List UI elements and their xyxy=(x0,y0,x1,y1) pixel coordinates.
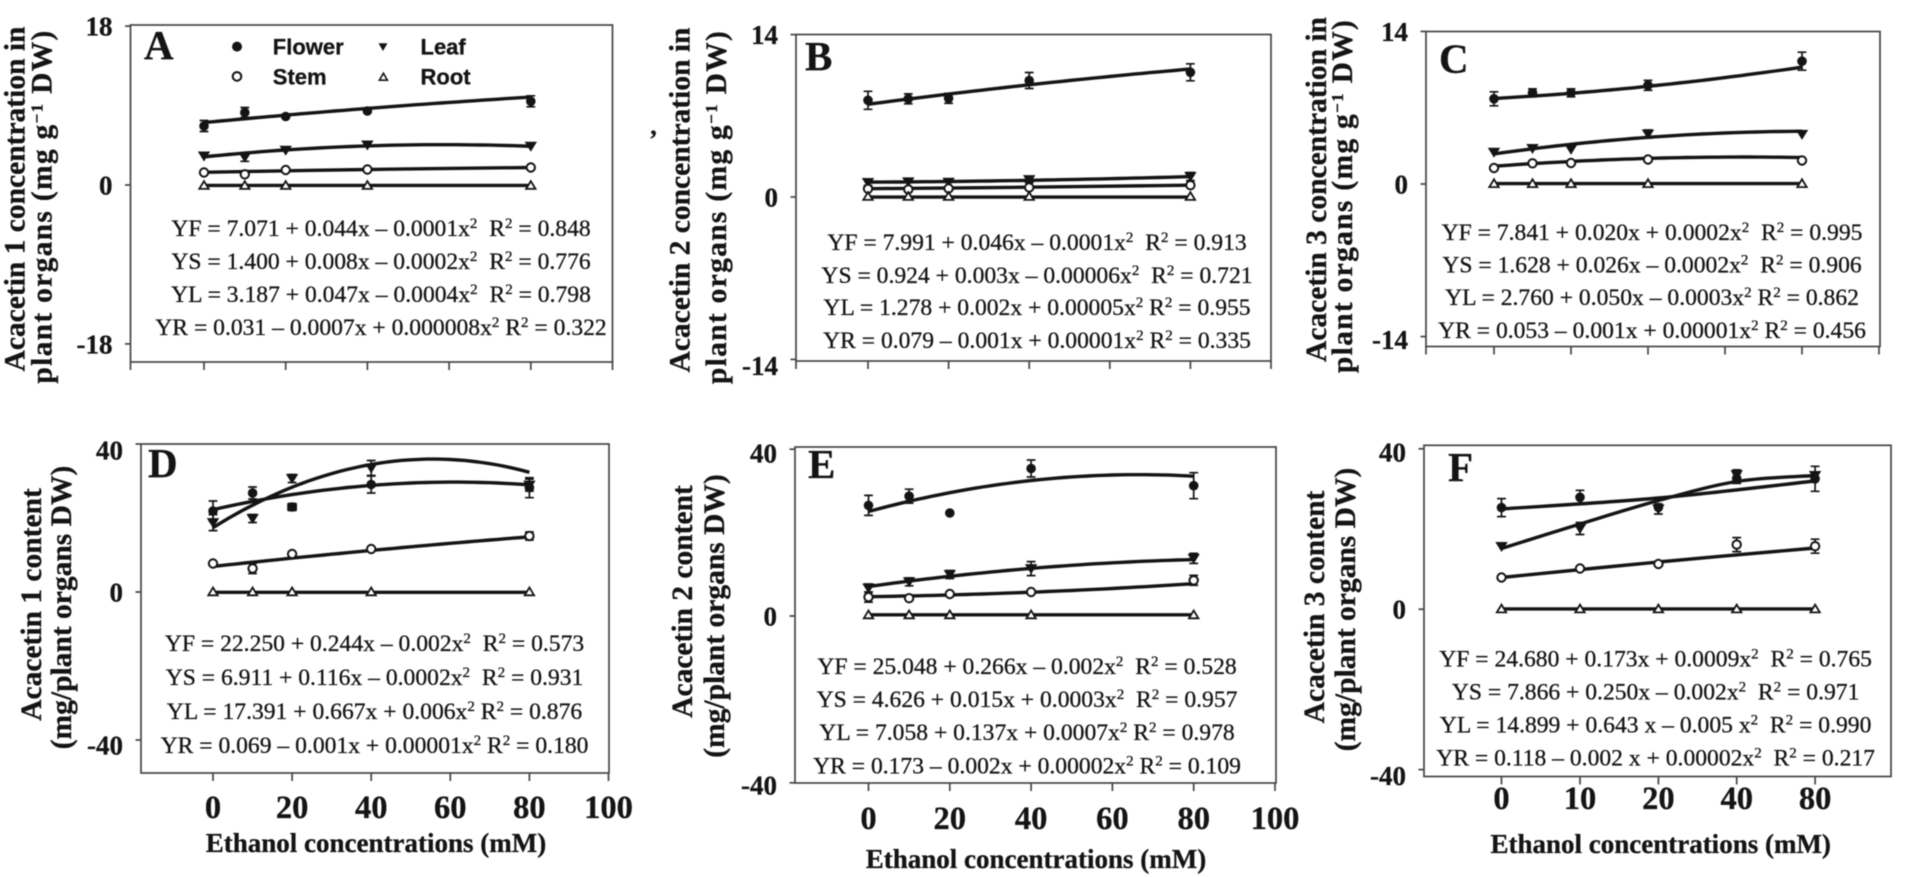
svg-text:plant organs (mg g−1 DW): plant organs (mg g−1 DW) xyxy=(701,30,733,384)
svg-text:40: 40 xyxy=(355,790,388,826)
svg-text:Acacetin 2 concentration in: Acacetin 2 concentration in xyxy=(665,28,697,373)
svg-text:’: ’ xyxy=(649,125,658,154)
svg-text:-40: -40 xyxy=(87,731,123,761)
svg-text:-40: -40 xyxy=(1370,761,1406,791)
svg-text:Ethanol concentrations (mM): Ethanol concentrations (mM) xyxy=(1490,829,1830,859)
svg-text:20: 20 xyxy=(934,801,967,837)
svg-text:60: 60 xyxy=(1096,801,1129,837)
svg-text:0: 0 xyxy=(110,578,124,608)
svg-text:A: A xyxy=(144,22,174,68)
svg-text:YF = 7.841 + 0.020x + 0.0002x2: YF = 7.841 + 0.020x + 0.0002x2 R2 = 0.99… xyxy=(1442,220,1863,246)
svg-text:Leaf: Leaf xyxy=(421,35,467,60)
svg-text:YL = 7.058 + 0.137x + 0.0007x2: YL = 7.058 + 0.137x + 0.0007x2 R2 = 0.97… xyxy=(819,720,1234,746)
svg-text:YF = 24.680 + 0.173x + 0.0009x: YF = 24.680 + 0.173x + 0.0009x2 R2 = 0.7… xyxy=(1439,647,1872,673)
svg-text:(mg/plant organs DW): (mg/plant organs DW) xyxy=(46,466,78,750)
svg-text:10: 10 xyxy=(1564,781,1597,817)
svg-text:0: 0 xyxy=(860,801,876,837)
svg-text:40: 40 xyxy=(96,436,123,466)
svg-text:100: 100 xyxy=(1251,801,1300,837)
svg-text:40: 40 xyxy=(1015,801,1048,837)
svg-text:(mg/plant organs DW): (mg/plant organs DW) xyxy=(1330,468,1362,752)
svg-text:40: 40 xyxy=(1379,437,1406,467)
svg-text:0: 0 xyxy=(205,790,221,826)
svg-text:0: 0 xyxy=(1393,595,1407,625)
svg-text:E: E xyxy=(808,441,835,487)
svg-text:0: 0 xyxy=(1493,781,1509,817)
svg-text:0: 0 xyxy=(764,602,778,632)
svg-text:-14: -14 xyxy=(1372,325,1408,355)
svg-text:Ethanol concentrations (mM): Ethanol concentrations (mM) xyxy=(866,844,1206,874)
svg-text:20: 20 xyxy=(1642,781,1675,817)
svg-text:D: D xyxy=(148,440,178,486)
svg-text:YS = 1.628 + 0.026x – 0.0002x2: YS = 1.628 + 0.026x – 0.0002x2 R2 = 0.90… xyxy=(1442,253,1862,279)
svg-text:Flower: Flower xyxy=(273,35,344,60)
svg-text:-40: -40 xyxy=(741,770,777,800)
svg-text:Acacetin 3 concentration in: Acacetin 3 concentration in xyxy=(1301,17,1333,362)
svg-text:-18: -18 xyxy=(77,329,113,359)
svg-text:Acacetin 2 content: Acacetin 2 content xyxy=(667,485,699,718)
svg-text:20: 20 xyxy=(276,790,309,826)
svg-text:YR = 0.053 – 0.001x + 0.00001x: YR = 0.053 – 0.001x + 0.00001x2 R2 = 0.4… xyxy=(1438,318,1866,344)
svg-text:plant organs (mg g−1 DW): plant organs (mg g−1 DW) xyxy=(27,29,59,383)
svg-text:YL = 3.187 + 0.047x – 0.0004x2: YL = 3.187 + 0.047x – 0.0004x2 R2 = 0.79… xyxy=(171,282,591,308)
svg-text:YL = 17.391 + 0.667x + 0.006x2: YL = 17.391 + 0.667x + 0.006x2 R2 = 0.87… xyxy=(167,699,583,725)
svg-text:YF = 22.250 + 0.244x – 0.002x2: YF = 22.250 + 0.244x – 0.002x2 R2 = 0.57… xyxy=(165,631,584,657)
svg-text:0: 0 xyxy=(99,171,113,201)
svg-text:plant organs (mg g−1 DW): plant organs (mg g−1 DW) xyxy=(1327,19,1359,373)
svg-text:C: C xyxy=(1439,36,1469,82)
svg-text:40: 40 xyxy=(1720,781,1753,817)
svg-text:YS = 6.911 + 0.116x – 0.0002x2: YS = 6.911 + 0.116x – 0.0002x2 R2 = 0.93… xyxy=(166,665,584,691)
svg-text:80: 80 xyxy=(513,790,546,826)
svg-text:(mg/plant organs DW): (mg/plant organs DW) xyxy=(699,474,731,758)
svg-text:80: 80 xyxy=(1177,801,1210,837)
svg-text:Acacetin 1 content: Acacetin 1 content xyxy=(16,488,48,721)
svg-text:14: 14 xyxy=(751,20,778,50)
svg-text:60: 60 xyxy=(434,790,467,826)
svg-text:40: 40 xyxy=(750,439,777,469)
svg-text:14: 14 xyxy=(1381,17,1408,47)
svg-text:YL = 14.899 + 0.643 x – 0.005: YL = 14.899 + 0.643 x – 0.005 x2 R2 = 0.… xyxy=(1440,713,1872,739)
svg-text:YS = 1.400 + 0.008x – 0.0002x2: YS = 1.400 + 0.008x – 0.0002x2 R2 = 0.77… xyxy=(171,249,591,275)
svg-text:YR = 0.069 – 0.001x + 0.00001x: YR = 0.069 – 0.001x + 0.00001x2 R2 = 0.1… xyxy=(161,733,589,759)
svg-text:YL = 1.278 + 0.002x + 0.00005x: YL = 1.278 + 0.002x + 0.00005x2 R2 = 0.9… xyxy=(823,295,1250,321)
svg-text:80: 80 xyxy=(1799,781,1832,817)
svg-text:YS = 0.924 + 0.003x – 0.00006x: YS = 0.924 + 0.003x – 0.00006x2 R2 = 0.7… xyxy=(821,263,1252,289)
svg-text:Ethanol concentrations (mM): Ethanol concentrations (mM) xyxy=(206,828,546,858)
svg-text:YR = 0.173 – 0.002x + 0.00002x: YR = 0.173 – 0.002x + 0.00002x2 R2 = 0.1… xyxy=(813,754,1241,780)
svg-text:YF = 25.048 + 0.266x – 0.002x2: YF = 25.048 + 0.266x – 0.002x2 R2 = 0.52… xyxy=(817,654,1236,680)
svg-text:YL = 2.760 + 0.050x – 0.0003x2: YL = 2.760 + 0.050x – 0.0003x2 R2 = 0.86… xyxy=(1445,285,1859,311)
svg-text:0: 0 xyxy=(765,183,779,213)
svg-text:Acacetin 3 content: Acacetin 3 content xyxy=(1299,491,1331,724)
svg-text:YR = 0.031 – 0.0007x + 0.00000: YR = 0.031 – 0.0007x + 0.000008x2 R2 = 0… xyxy=(155,315,606,341)
svg-text:F: F xyxy=(1448,444,1473,490)
svg-text:B: B xyxy=(805,33,832,79)
svg-text:YS = 7.866 + 0.250x – 0.002x2: YS = 7.866 + 0.250x – 0.002x2 R2 = 0.971 xyxy=(1452,680,1860,706)
svg-text:18: 18 xyxy=(86,12,113,42)
svg-text:YR = 0.118 – 0.002 x + 0.00002: YR = 0.118 – 0.002 x + 0.00002x2 R2 = 0.… xyxy=(1436,746,1875,772)
svg-text:YS = 4.626 + 0.015x + 0.0003x2: YS = 4.626 + 0.015x + 0.0003x2 R2 = 0.95… xyxy=(817,687,1238,713)
svg-text:Root: Root xyxy=(421,64,472,89)
svg-text:0: 0 xyxy=(1395,170,1409,200)
svg-text:YR = 0.079 – 0.001x + 0.00001x: YR = 0.079 – 0.001x + 0.00001x2 R2 = 0.3… xyxy=(823,328,1251,354)
svg-text:Acacetin 1 concentration in: Acacetin 1 concentration in xyxy=(0,27,32,372)
svg-text:Stem: Stem xyxy=(273,64,327,89)
svg-text:100: 100 xyxy=(584,790,633,826)
svg-text:-14: -14 xyxy=(742,351,778,381)
svg-text:YF = 7.991 + 0.046x – 0.0001x2: YF = 7.991 + 0.046x – 0.0001x2 R2 = 0.91… xyxy=(827,230,1246,256)
svg-text:YF = 7.071 + 0.044x – 0.0001x2: YF = 7.071 + 0.044x – 0.0001x2 R2 = 0.84… xyxy=(171,216,590,242)
